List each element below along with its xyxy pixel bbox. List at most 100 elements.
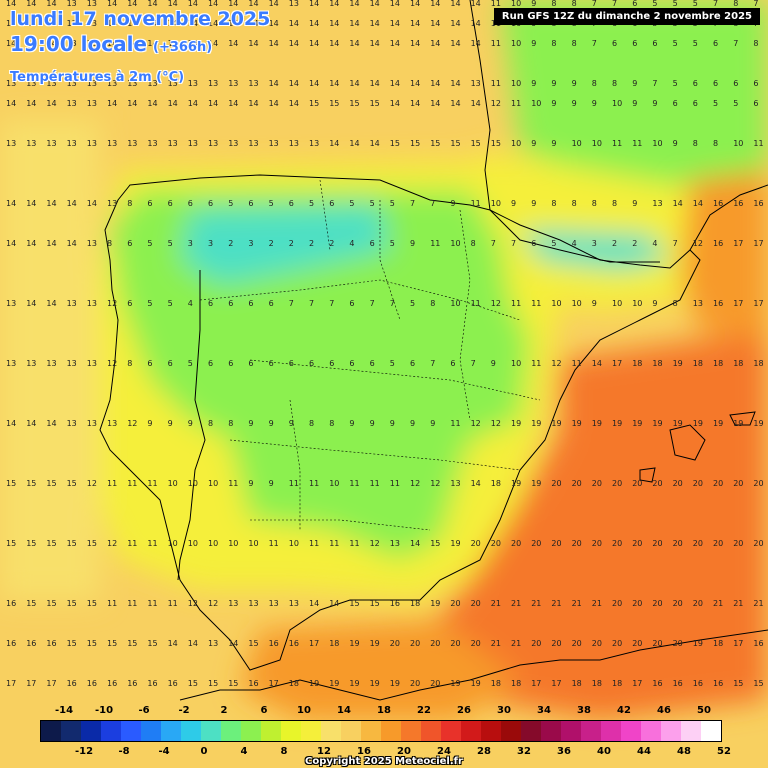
grid-value: 14 <box>349 39 359 48</box>
grid-value: 7 <box>733 39 738 48</box>
grid-value: 6 <box>753 99 758 108</box>
grid-value: 14 <box>592 359 602 368</box>
island-ibiza <box>639 467 656 483</box>
grid-value: 10 <box>248 539 258 548</box>
grid-value: 13 <box>107 199 117 208</box>
grid-value: 10 <box>188 539 198 548</box>
grid-value: 6 <box>370 359 375 368</box>
grid-value: 15 <box>329 99 339 108</box>
grid-value: 19 <box>329 679 339 688</box>
grid-value: 13 <box>26 139 36 148</box>
grid-value: 18 <box>693 359 703 368</box>
grid-value: 15 <box>370 99 380 108</box>
coast-africa <box>179 629 768 701</box>
grid-value: 14 <box>107 19 117 28</box>
grid-value: 5 <box>652 0 657 8</box>
grid-value: 11 <box>450 419 460 428</box>
grid-value: 13 <box>107 139 117 148</box>
grid-value: 13 <box>67 99 77 108</box>
grid-value: 16 <box>248 679 258 688</box>
grid-value: 21 <box>713 599 723 608</box>
grid-value: 6 <box>410 359 415 368</box>
grid-value: 13 <box>26 359 36 368</box>
grid-value: 13 <box>471 79 481 88</box>
grid-value: 10 <box>572 139 582 148</box>
grid-value: 20 <box>632 479 642 488</box>
grid-value: 13 <box>188 139 198 148</box>
orange-zone-e <box>680 170 768 340</box>
grid-value: 8 <box>309 419 314 428</box>
grid-value: 17 <box>551 679 561 688</box>
legend-tick-label: 42 <box>617 705 631 716</box>
grid-value: 14 <box>188 19 198 28</box>
sea-zone-west <box>0 120 100 600</box>
grid-value: 14 <box>450 19 460 28</box>
grid-value: 9 <box>632 99 637 108</box>
grid-value: 10 <box>612 299 622 308</box>
grid-value: 15 <box>349 599 359 608</box>
grid-value: 8 <box>208 419 213 428</box>
grid-value: 18 <box>289 679 299 688</box>
grid-value: 9 <box>349 419 354 428</box>
grid-value: 20 <box>450 599 460 608</box>
grid-value: 6 <box>632 0 637 8</box>
grid-value: 11 <box>753 139 763 148</box>
grid-value: 19 <box>592 419 602 428</box>
grid-value: 14 <box>46 0 56 8</box>
grid-value: 20 <box>430 639 440 648</box>
grid-value: 18 <box>491 479 501 488</box>
grid-value: 6 <box>713 79 718 88</box>
grid-value: 19 <box>370 679 380 688</box>
grid-value: 14 <box>67 239 77 248</box>
grid-value: 15 <box>67 599 77 608</box>
grid-value: 14 <box>46 419 56 428</box>
grid-value: 14 <box>127 99 137 108</box>
grid-value: 9 <box>410 239 415 248</box>
grid-value: 7 <box>511 239 516 248</box>
grid-value: 14 <box>309 79 319 88</box>
grid-value: 12 <box>693 239 703 248</box>
grid-value: 9 <box>370 419 375 428</box>
grid-value: 20 <box>612 539 622 548</box>
grid-value: 14 <box>248 0 258 8</box>
grid-value: 16 <box>269 639 279 648</box>
grid-value: 7 <box>491 239 496 248</box>
grid-value: 19 <box>673 359 683 368</box>
grid-value: 7 <box>673 239 678 248</box>
grid-value: 5 <box>370 199 375 208</box>
grid-value: 11 <box>147 599 157 608</box>
grid-value: 7 <box>612 0 617 8</box>
time-label: 19:00 locale <box>10 32 147 56</box>
grid-value: 15 <box>87 539 97 548</box>
grid-value: 6 <box>289 199 294 208</box>
grid-value: 14 <box>67 199 77 208</box>
grid-value: 14 <box>450 0 460 8</box>
border-france <box>489 209 660 263</box>
grid-value: 20 <box>673 479 683 488</box>
grid-value: 13 <box>67 79 77 88</box>
grid-value: 13 <box>87 139 97 148</box>
grid-value: 18 <box>733 359 743 368</box>
legend-tick-label: -10 <box>94 705 114 716</box>
grid-value: 8 <box>551 199 556 208</box>
grid-value: 5 <box>693 39 698 48</box>
grid-value: 12 <box>107 299 117 308</box>
grid-value: 13 <box>248 139 258 148</box>
coastline-iberia <box>99 174 701 671</box>
grid-value: 16 <box>693 679 703 688</box>
grid-value: 14 <box>269 39 279 48</box>
grid-value: 13 <box>147 139 157 148</box>
grid-value: 12 <box>491 419 501 428</box>
grid-value: 5 <box>713 99 718 108</box>
grid-value: 6 <box>208 299 213 308</box>
grid-value: 14 <box>228 39 238 48</box>
grid-value: 13 <box>67 299 77 308</box>
grid-value: 14 <box>430 99 440 108</box>
legend-swatch <box>201 721 221 741</box>
grid-value: 14 <box>370 19 380 28</box>
grid-value: 17 <box>309 639 319 648</box>
grid-value: 5 <box>693 0 698 8</box>
grid-value: 18 <box>572 679 582 688</box>
grid-value: 11 <box>147 479 157 488</box>
grid-value: 6 <box>168 199 173 208</box>
